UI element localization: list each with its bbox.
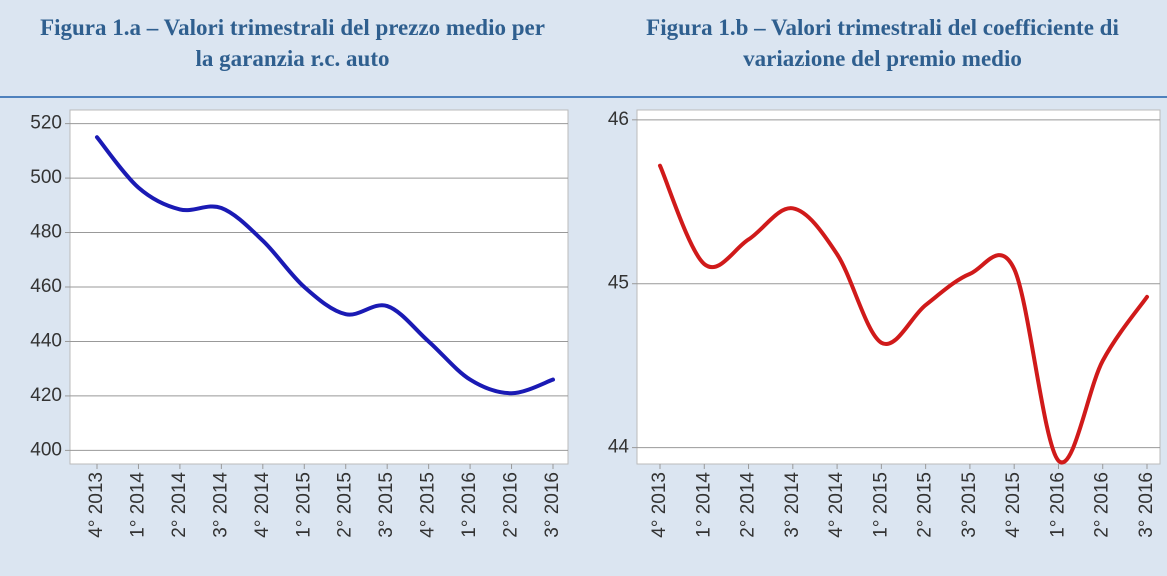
- x-tick-label: 3° 2014: [782, 472, 803, 538]
- x-tick-label: 4° 2015: [1003, 472, 1024, 538]
- x-tick-label: 2° 2014: [169, 472, 190, 538]
- y-tick-label: 46: [608, 109, 629, 130]
- line: [658, 163, 1149, 465]
- x-tick-label: 1° 2015: [870, 472, 891, 538]
- y-tick-label: 440: [30, 330, 62, 351]
- chart-title: Figura 1.a – Valori trimestrali del prez…: [40, 15, 545, 71]
- y-tick-label: 44: [608, 437, 630, 458]
- x-tick-label: 1° 2016: [459, 472, 480, 538]
- x-tick-label: 1° 2014: [127, 472, 148, 538]
- x-tick-label: 4° 2014: [826, 472, 847, 538]
- y-tick-label: 500: [30, 167, 62, 188]
- y-tick-label: 480: [30, 222, 62, 243]
- y-tick-label: 460: [30, 276, 62, 297]
- x-tick-label: 4° 2014: [252, 472, 273, 538]
- x-tick-label: 3° 2016: [1136, 472, 1157, 538]
- x-tick-label: 3° 2015: [959, 472, 980, 538]
- x-tick-label: 2° 2015: [915, 472, 936, 538]
- chart-title: Figura 1.b – Valori trimestrali del coef…: [646, 15, 1119, 71]
- x-tick-label: 4° 2013: [649, 472, 670, 538]
- x-tick-label: 3° 2016: [542, 472, 563, 538]
- x-tick-label: 4° 2015: [418, 472, 439, 538]
- x-tick-label: 2° 2014: [738, 472, 759, 538]
- x-tick-label: 2° 2016: [501, 472, 522, 538]
- x-tick-label: 1° 2016: [1047, 472, 1068, 538]
- y-tick-label: 520: [30, 113, 62, 134]
- x-tick-label: 1° 2014: [693, 472, 714, 538]
- x-tick-label: 3° 2015: [376, 472, 397, 538]
- y-tick-label: 400: [30, 439, 62, 460]
- line: [95, 135, 555, 396]
- y-tick-label: 45: [608, 273, 629, 294]
- y-tick-label: 420: [30, 385, 62, 406]
- x-tick-label: 2° 2015: [335, 472, 356, 538]
- plot-area: [636, 109, 1161, 465]
- x-tick-label: 3° 2014: [210, 472, 231, 538]
- x-tick-label: 2° 2016: [1092, 472, 1113, 538]
- x-tick-label: 4° 2013: [86, 472, 107, 538]
- x-tick-label: 1° 2015: [293, 472, 314, 538]
